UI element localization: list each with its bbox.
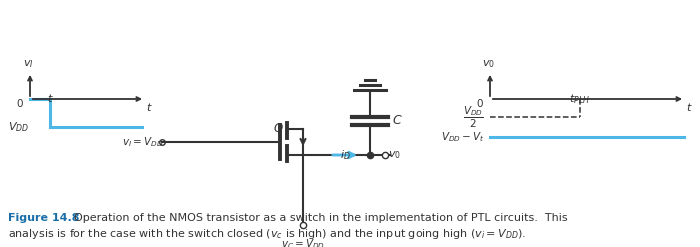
Text: $t$: $t$ bbox=[47, 92, 53, 104]
Text: $0$: $0$ bbox=[16, 97, 24, 109]
Text: $C$: $C$ bbox=[392, 115, 402, 127]
Text: $t_{PLH}$: $t_{PLH}$ bbox=[570, 92, 591, 106]
Text: $\dfrac{V_{DD}}{2}$: $\dfrac{V_{DD}}{2}$ bbox=[463, 104, 484, 129]
Text: Figure 14.8: Figure 14.8 bbox=[8, 213, 80, 223]
Text: Operation of the NMOS transistor as a switch in the implementation of PTL circui: Operation of the NMOS transistor as a sw… bbox=[74, 213, 568, 223]
Text: $v_0$: $v_0$ bbox=[388, 149, 401, 161]
Text: $v_C = V_{DD}$: $v_C = V_{DD}$ bbox=[281, 237, 325, 247]
Text: $i_D$: $i_D$ bbox=[340, 148, 350, 162]
Text: $0$: $0$ bbox=[476, 97, 484, 109]
Text: analysis is for the case with the switch closed ($v_c$ is high) and the input go: analysis is for the case with the switch… bbox=[8, 227, 526, 241]
Text: $t$: $t$ bbox=[146, 101, 153, 113]
Text: $V_{DD}$: $V_{DD}$ bbox=[8, 120, 29, 134]
Text: $v_0$: $v_0$ bbox=[482, 58, 494, 70]
Text: $Q$: $Q$ bbox=[272, 121, 284, 135]
Text: $t$: $t$ bbox=[686, 101, 693, 113]
Text: $v_I$: $v_I$ bbox=[22, 58, 34, 70]
Text: $v_I = V_{DD}$: $v_I = V_{DD}$ bbox=[122, 135, 163, 149]
Text: $V_{DD}-V_t$: $V_{DD}-V_t$ bbox=[440, 130, 484, 144]
